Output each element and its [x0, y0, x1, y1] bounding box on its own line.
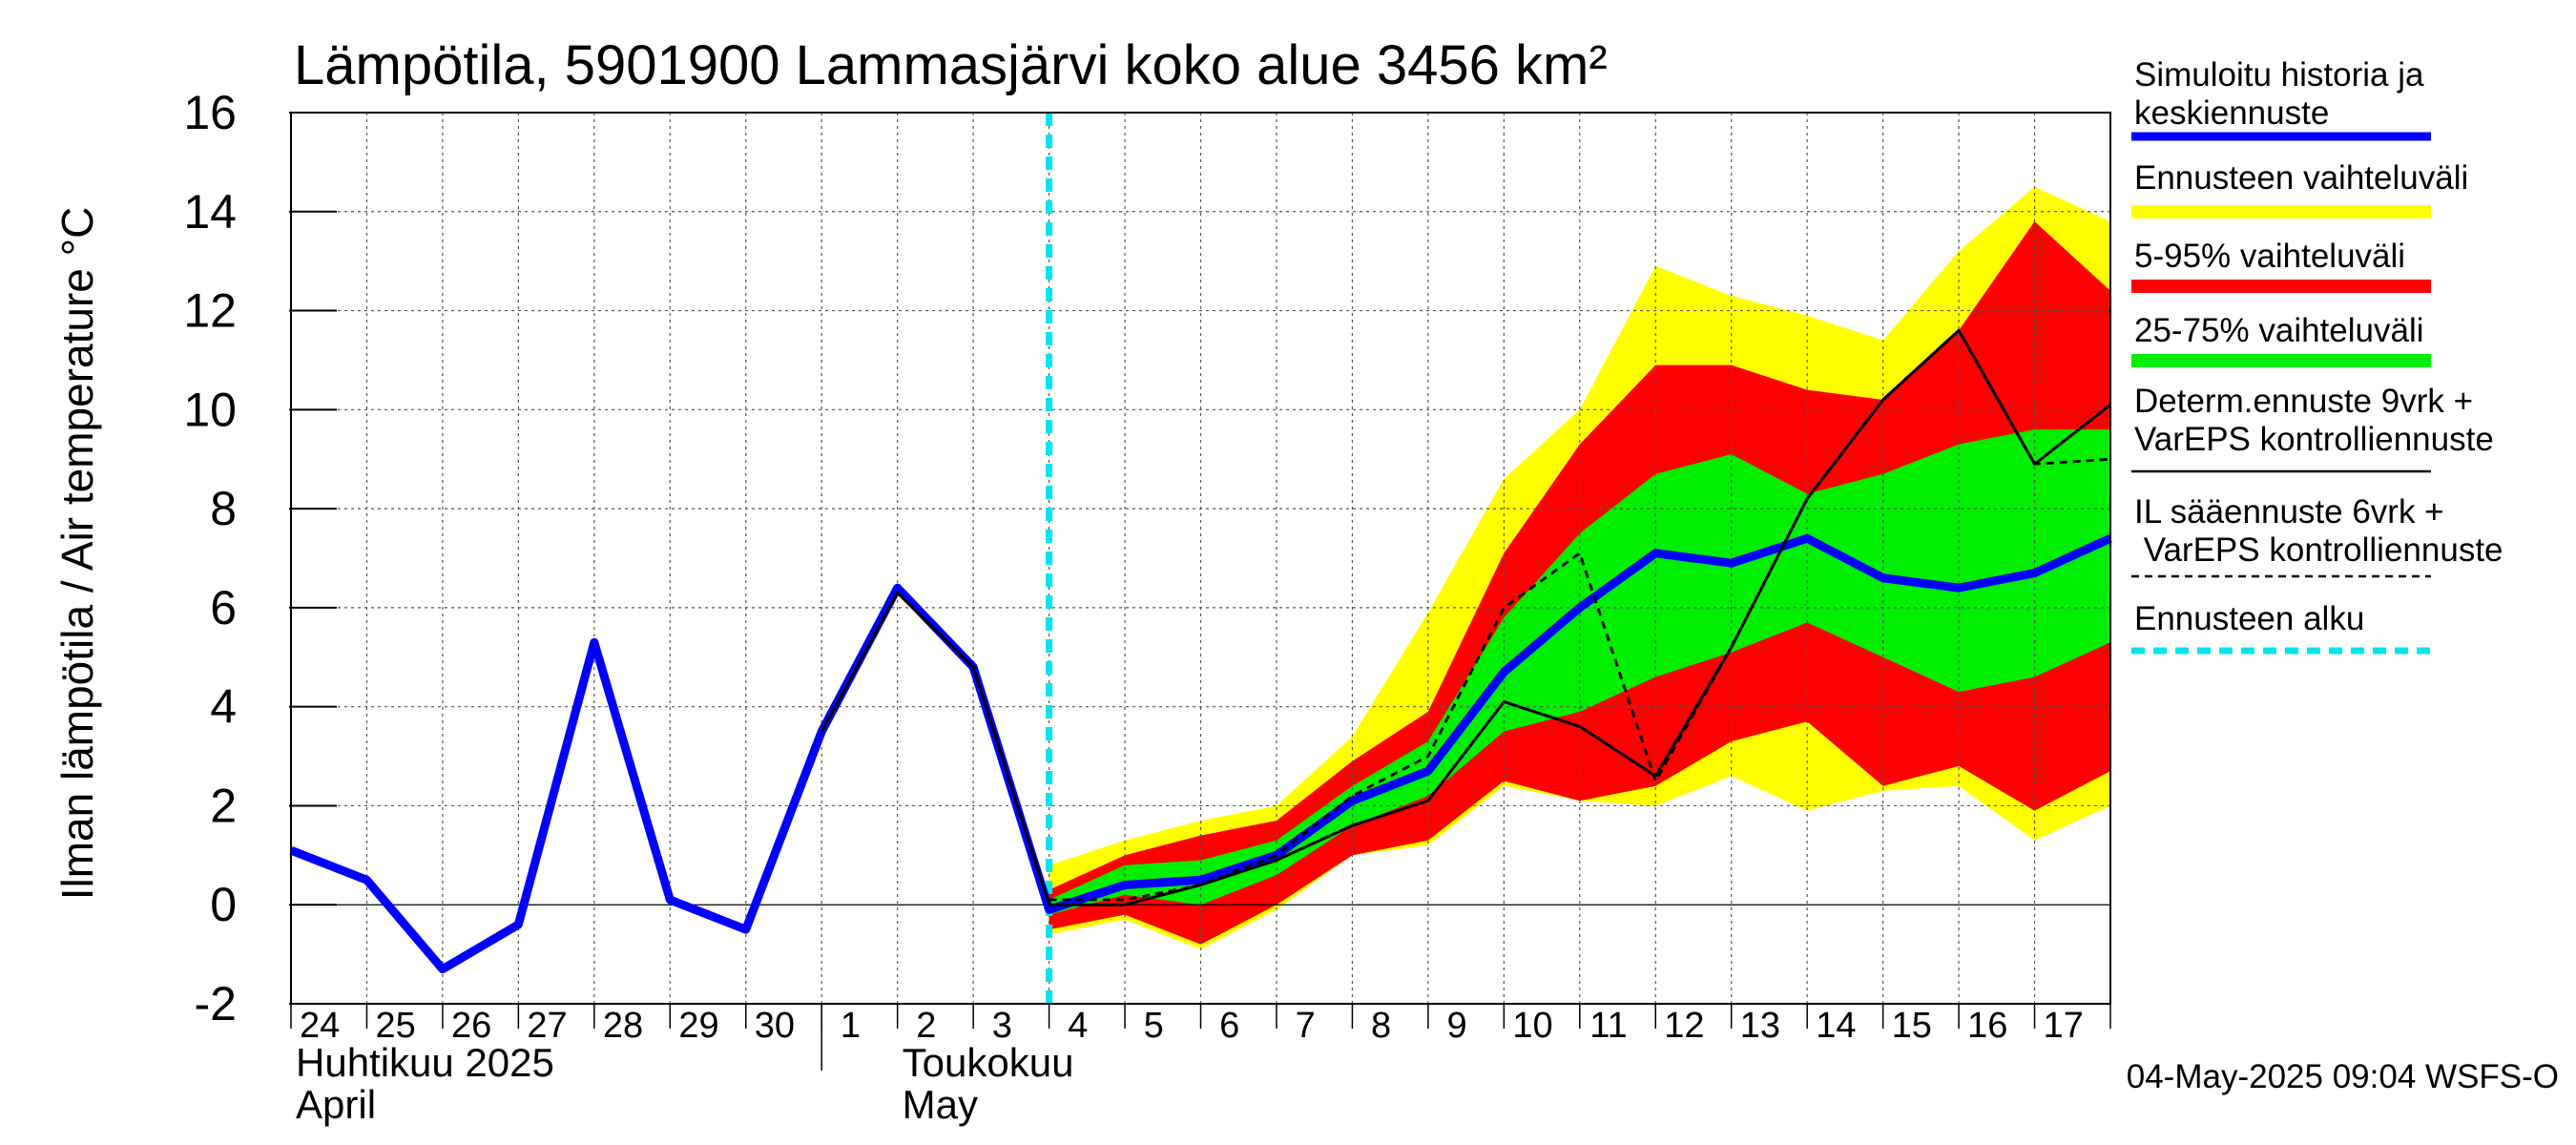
grid-lines — [291, 112, 2110, 1005]
x-day-label: 24 — [300, 1006, 340, 1046]
series-lines — [289, 113, 2112, 1006]
band-2 — [1049, 429, 2110, 915]
legend-label-line: keskiennuste — [2134, 94, 2329, 132]
y-tick-label: 0 — [210, 878, 237, 931]
x-day-label: 4 — [1068, 1006, 1088, 1046]
x-day-label: 7 — [1296, 1006, 1316, 1046]
x-day-label: 13 — [1740, 1006, 1780, 1046]
month-label-en: April — [296, 1082, 376, 1127]
x-day-label: 17 — [2044, 1006, 2084, 1046]
y-tick-label: 12 — [183, 284, 237, 338]
month-label-fi: Toukokuu — [903, 1040, 1074, 1085]
legend-label-line: IL sääennuste 6vrk + — [2134, 493, 2444, 531]
legend-label-line: VarEPS kontrolliennuste — [2134, 421, 2494, 458]
x-day-label: 12 — [1664, 1006, 1704, 1046]
x-day-label: 5 — [1144, 1006, 1164, 1046]
month-label-en: May — [903, 1082, 978, 1127]
x-day-label: 28 — [603, 1006, 643, 1046]
legend-label-line: VarEPS kontrolliennuste — [2134, 531, 2503, 569]
series-line-1 — [820, 328, 2111, 906]
x-day-label: 8 — [1371, 1006, 1391, 1046]
legend-label-2: 5-95% vaihteluväli — [2134, 238, 2405, 275]
x-day-label: 6 — [1219, 1006, 1239, 1046]
series-line-0 — [289, 533, 2112, 974]
x-day-label: 27 — [527, 1006, 567, 1046]
y-tick-label: 4 — [210, 680, 237, 734]
x-day-label: 29 — [678, 1006, 718, 1046]
x-day-label: 1 — [841, 1006, 861, 1046]
x-day-label: 16 — [1967, 1006, 2007, 1046]
chart-title: Lämpötila, 5901900 Lammasjärvi koko alue… — [294, 34, 1608, 96]
x-day-label: 9 — [1446, 1006, 1466, 1046]
y-tick-label: -2 — [195, 977, 237, 1030]
y-tick-label: 6 — [210, 581, 237, 635]
legend: Simuloitu historia ja keskiennuste Ennuste… — [2131, 56, 2503, 655]
legend-label-line: Determ.ennuste 9vrk + — [2134, 383, 2473, 420]
timestamp: 04-May-2025 09:04 WSFS-O — [2127, 1058, 2559, 1095]
x-day-label: 11 — [1589, 1006, 1627, 1046]
x-day-label: 25 — [376, 1006, 416, 1046]
y-tick-label: 8 — [210, 482, 237, 535]
x-day-label: 10 — [1512, 1006, 1552, 1046]
x-day-label: 15 — [1892, 1006, 1932, 1046]
y-tick-label: 14 — [183, 185, 237, 239]
y-tick-label: 10 — [183, 383, 237, 436]
x-day-label: 26 — [451, 1006, 491, 1046]
legend-label-line: Simuloitu historia ja — [2134, 56, 2424, 94]
x-day-label: 30 — [755, 1006, 795, 1046]
x-day-label: 2 — [916, 1006, 936, 1046]
month-label-fi: Huhtikuu 2025 — [296, 1040, 554, 1085]
x-day-label: 14 — [1816, 1006, 1856, 1046]
legend-label-6: Ennusteen alku — [2134, 600, 2364, 637]
legend-label-1: Ennusteen vaihteluväli — [2134, 159, 2468, 197]
y-tick-label: 16 — [183, 86, 237, 139]
legend-label-4: Determ.ennuste 9vrk + VarEPS kontrollienn… — [2134, 383, 2494, 458]
legend-label-5: IL sääennuste 6vrk + VarEPS kontrollienn… — [2134, 493, 2503, 569]
y-tick-label: 2 — [210, 779, 237, 832]
legend-label-3: 25-75% vaihteluväli — [2134, 312, 2424, 349]
x-day-label: 3 — [992, 1006, 1012, 1046]
legend-label-0: Simuloitu historia ja keskiennuste — [2134, 56, 2424, 132]
y-axis-label: Ilman lämpötila / Air temperature °C — [52, 207, 102, 901]
